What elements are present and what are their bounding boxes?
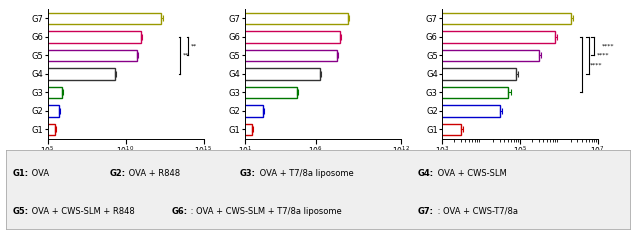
Bar — [0, 105, 499, 117]
Text: OVA + T7/8a liposome: OVA + T7/8a liposome — [257, 169, 354, 178]
Bar — [0, 68, 516, 80]
Text: **: ** — [183, 53, 190, 58]
Text: ****: **** — [590, 62, 603, 67]
Bar — [0, 50, 137, 61]
Text: G1:: G1: — [13, 169, 29, 178]
Text: G2:: G2: — [109, 169, 125, 178]
Bar — [0, 50, 539, 61]
Bar — [0, 87, 62, 98]
Bar — [0, 68, 320, 80]
X-axis label: IgG2c titer: IgG2c titer — [496, 160, 544, 169]
Bar — [0, 50, 336, 61]
Bar — [0, 124, 55, 135]
Text: OVA + R848: OVA + R848 — [126, 169, 180, 178]
Text: **: ** — [191, 44, 197, 49]
Text: G7:: G7: — [418, 207, 434, 216]
Bar — [0, 31, 555, 43]
Bar — [0, 124, 252, 135]
Bar — [0, 87, 508, 98]
Bar — [0, 31, 141, 43]
Text: G6:: G6: — [172, 207, 188, 216]
Text: OVA: OVA — [29, 169, 50, 178]
Bar — [0, 105, 59, 117]
Text: G5:: G5: — [13, 207, 29, 216]
Bar — [0, 13, 162, 24]
Text: : OVA + CWS-SLM + T7/8a liposome: : OVA + CWS-SLM + T7/8a liposome — [188, 207, 342, 216]
Bar — [0, 68, 114, 80]
Bar — [0, 87, 297, 98]
Text: : OVA + CWS-T7/8a: : OVA + CWS-T7/8a — [434, 207, 518, 216]
Bar — [0, 31, 340, 43]
Text: ****: **** — [602, 44, 614, 49]
X-axis label: IgG1 titer: IgG1 titer — [301, 160, 345, 169]
Bar — [0, 124, 460, 135]
Text: OVA + CWS-SLM: OVA + CWS-SLM — [434, 169, 506, 178]
Text: OVA + CWS-SLM + R848: OVA + CWS-SLM + R848 — [29, 207, 135, 216]
Bar — [0, 13, 349, 24]
X-axis label: IgG titer: IgG titer — [107, 160, 144, 169]
Bar — [0, 105, 263, 117]
Bar — [0, 13, 570, 24]
Text: G4:: G4: — [418, 169, 434, 178]
Text: G3:: G3: — [240, 169, 256, 178]
Text: ****: **** — [597, 53, 610, 58]
